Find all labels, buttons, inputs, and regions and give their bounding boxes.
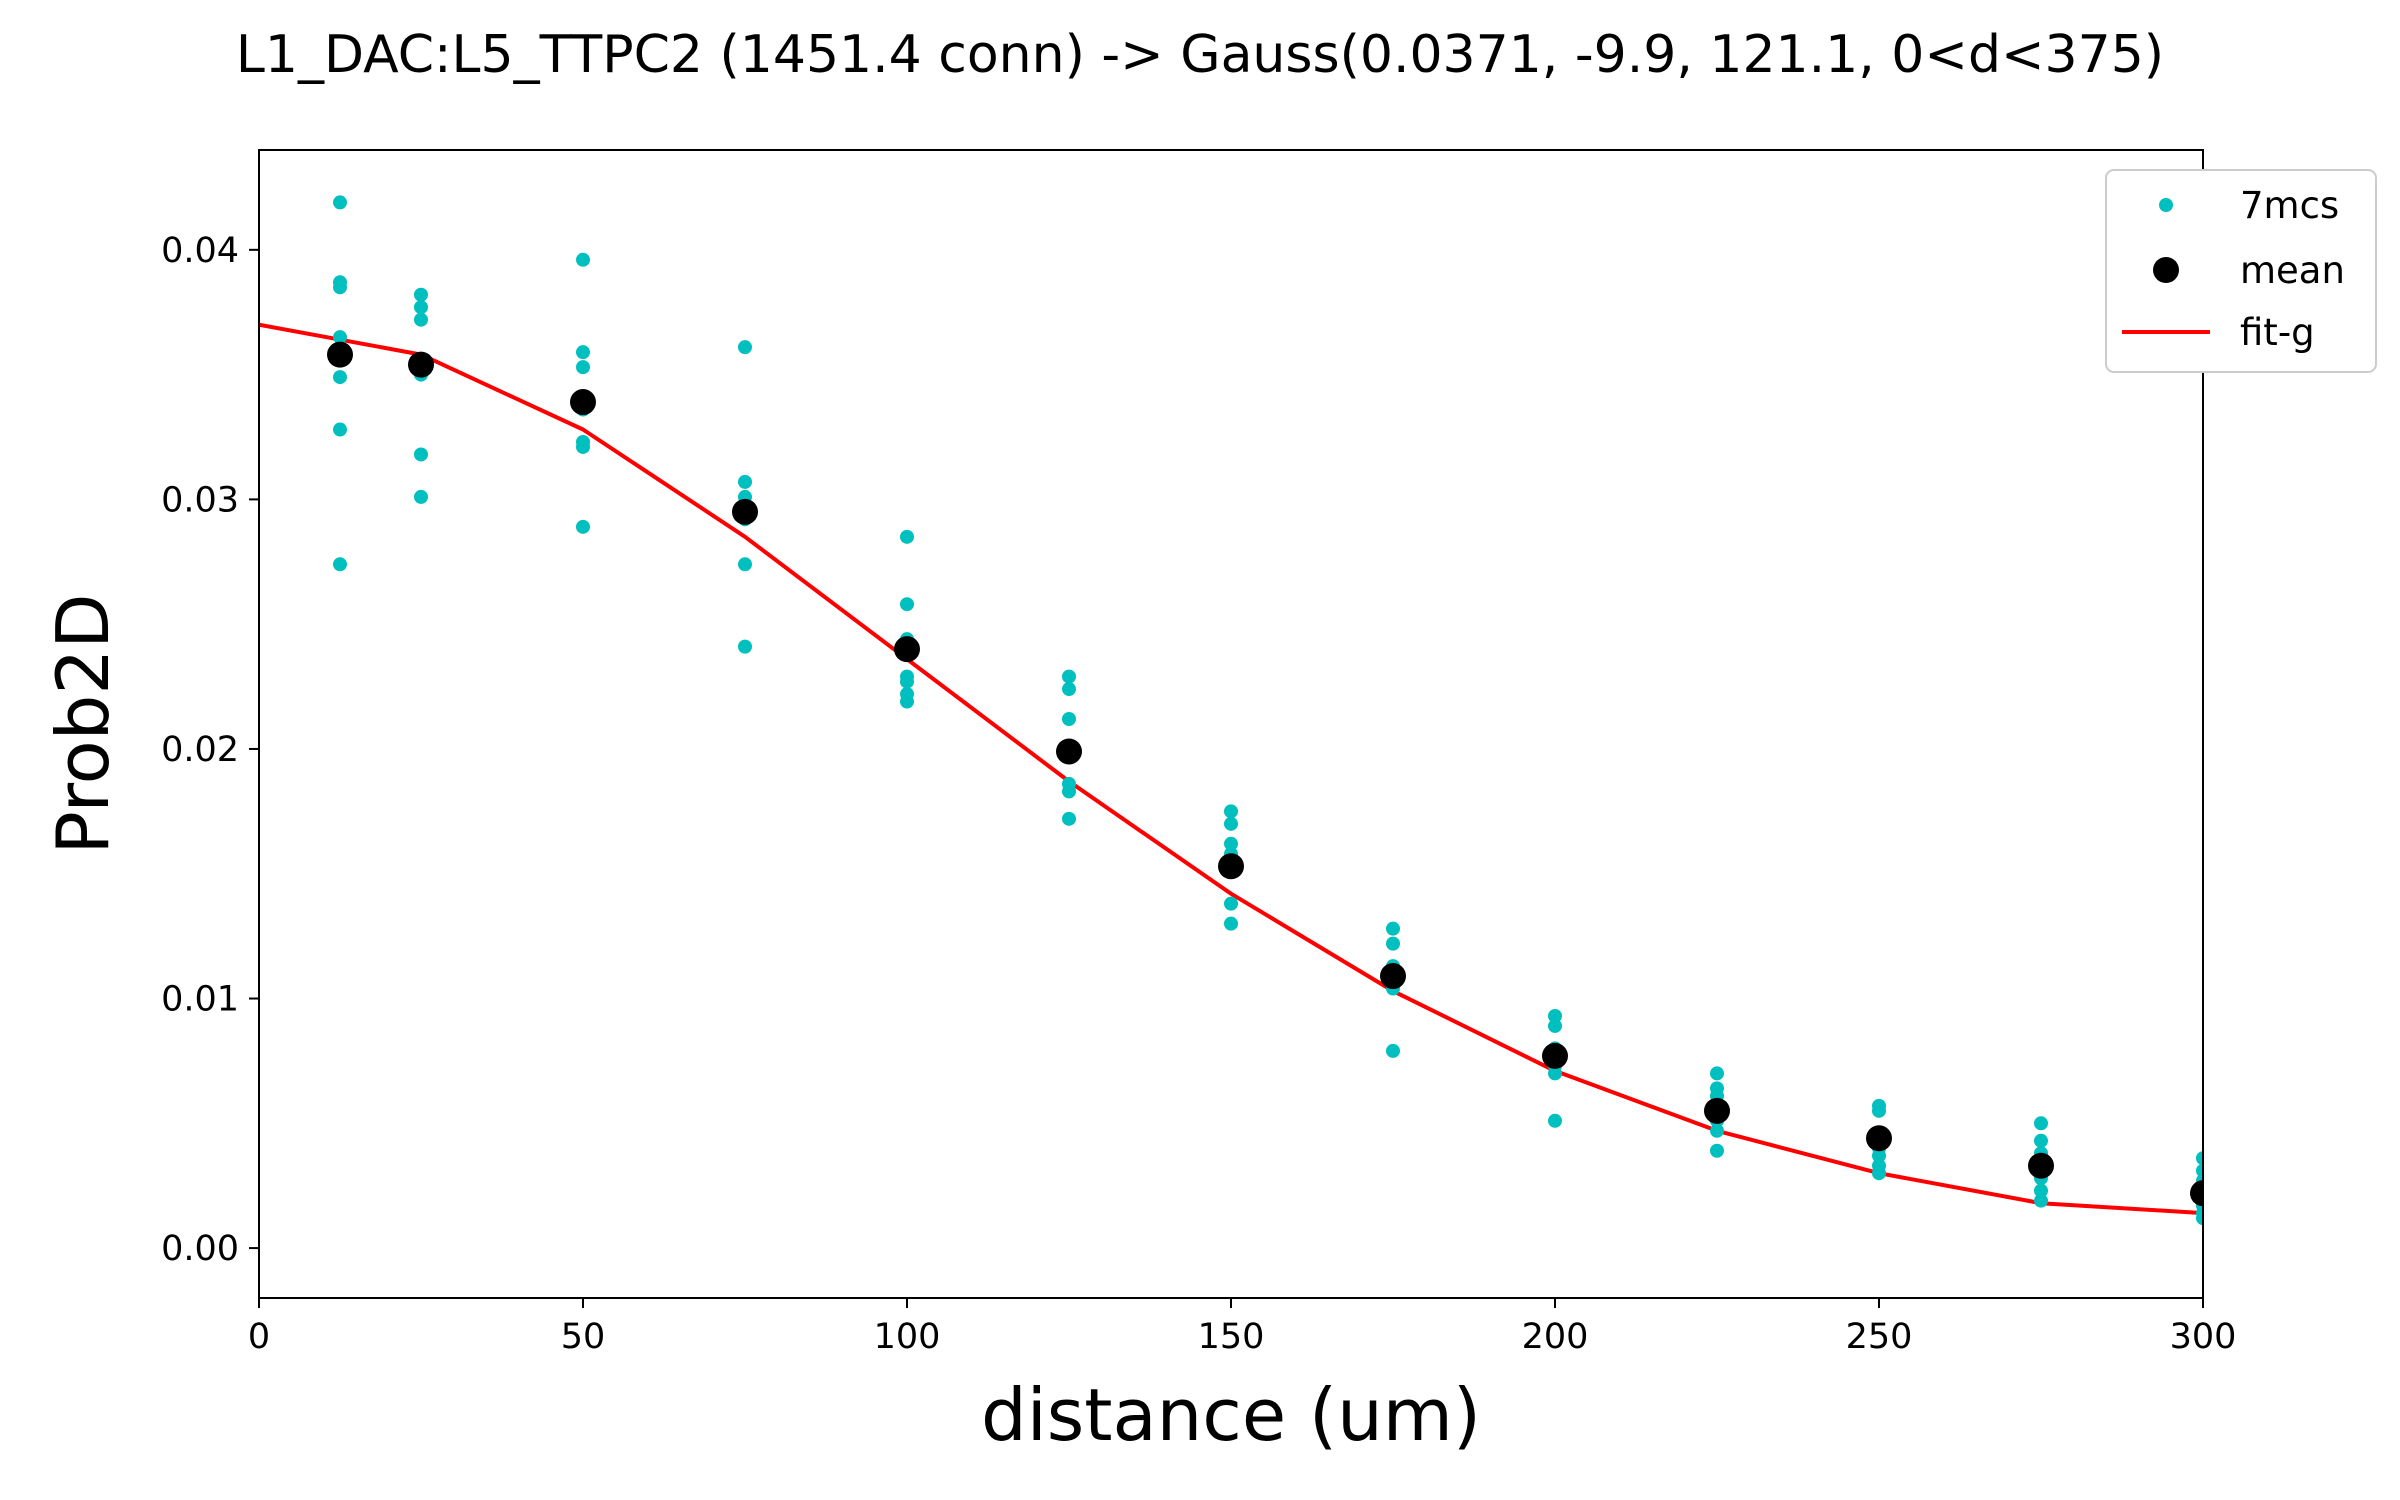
sample-point xyxy=(333,195,347,210)
sample-point xyxy=(1224,804,1238,819)
mean-point xyxy=(732,498,758,525)
sample-point xyxy=(1062,682,1076,697)
sample-point xyxy=(2034,1116,2048,1131)
sample-point xyxy=(576,439,590,454)
y-axis-label: Prob2D xyxy=(41,593,125,854)
legend-mean-marker xyxy=(2153,257,2179,283)
mean-point xyxy=(1704,1097,1730,1124)
sample-point xyxy=(1062,669,1076,684)
sample-point xyxy=(1062,811,1076,826)
sample-point xyxy=(2034,1183,2048,1198)
sample-point xyxy=(1386,921,1400,936)
sample-point xyxy=(738,557,752,572)
x-tick-label: 100 xyxy=(874,1317,941,1357)
mean-point xyxy=(1056,738,1082,765)
x-tick-label: 0 xyxy=(248,1317,270,1357)
sample-point xyxy=(1548,1018,1562,1033)
legend-box xyxy=(2105,169,2377,373)
sample-point xyxy=(1548,1008,1562,1023)
mean-point xyxy=(570,389,596,416)
sample-point xyxy=(2034,1193,2048,1208)
sample-point xyxy=(2034,1133,2048,1148)
sample-point xyxy=(414,287,428,302)
sample-point xyxy=(576,360,590,375)
mean-point xyxy=(894,636,920,663)
x-axis-label: distance (um) xyxy=(981,1373,1481,1457)
chart-marks xyxy=(259,195,2203,1226)
legend-7mcs-marker xyxy=(2159,198,2173,212)
axis-ticks: 0 50 100 150 200 250 300 0.00 0.01 0.02 0.03 0.04 xyxy=(161,231,2236,1357)
sample-point xyxy=(1062,712,1076,727)
sample-point xyxy=(1062,784,1076,799)
mean-point xyxy=(1380,963,1406,990)
sample-point xyxy=(1386,1043,1400,1058)
sample-point xyxy=(1548,1113,1562,1128)
sample-point xyxy=(2196,1151,2203,1166)
sample-point xyxy=(576,519,590,534)
mean-point xyxy=(1218,853,1244,880)
mean-point xyxy=(2028,1152,2054,1179)
mean-point xyxy=(2190,1180,2203,1207)
sample-point xyxy=(414,312,428,327)
sample-point xyxy=(333,370,347,385)
mean-point xyxy=(327,341,353,368)
sample-point xyxy=(1710,1143,1724,1158)
mean-point xyxy=(408,351,434,378)
y-tick-label: 0.01 xyxy=(161,980,239,1020)
sample-point xyxy=(1548,1066,1562,1081)
fit-g-line xyxy=(259,322,2203,1216)
mean-point xyxy=(1866,1125,1892,1152)
sample-point xyxy=(333,280,347,295)
sample-point xyxy=(1872,1103,1886,1118)
x-tick-label: 150 xyxy=(1198,1317,1265,1357)
sample-point xyxy=(738,474,752,489)
sample-point xyxy=(900,597,914,612)
legend-label-7mcs: 7mcs xyxy=(2240,184,2339,227)
sample-point xyxy=(1872,1148,1886,1163)
legend-label-fit-g: fit-g xyxy=(2240,311,2315,354)
x-tick-label: 250 xyxy=(1846,1317,1913,1357)
sample-point xyxy=(576,252,590,267)
sample-point xyxy=(414,447,428,462)
sample-point xyxy=(900,674,914,689)
sample-point xyxy=(900,529,914,544)
sample-point xyxy=(1224,836,1238,851)
sample-point xyxy=(414,300,428,315)
sample-point xyxy=(1710,1066,1724,1081)
sample-point xyxy=(738,639,752,654)
mean-point xyxy=(1542,1042,1568,1069)
sample-point xyxy=(900,694,914,709)
sample-point xyxy=(1872,1166,1886,1181)
y-tick-label: 0.04 xyxy=(161,231,239,271)
chart-title: L1_DAC:L5_TTPC2 (1451.4 conn) -> Gauss(0… xyxy=(236,25,2164,85)
sample-point xyxy=(333,557,347,572)
legend-label-mean: mean xyxy=(2240,249,2345,292)
sample-point xyxy=(333,422,347,437)
legend: 7mcs mean fit-g xyxy=(2105,169,2377,373)
x-tick-label: 200 xyxy=(1522,1317,1589,1357)
sample-point xyxy=(1386,936,1400,951)
x-tick-label: 300 xyxy=(2170,1317,2237,1357)
sample-point xyxy=(738,340,752,355)
y-tick-label: 0.03 xyxy=(161,480,239,520)
plot-frame xyxy=(258,149,2204,1299)
sample-point xyxy=(576,345,590,360)
sample-point xyxy=(1710,1123,1724,1138)
sample-point xyxy=(2196,1211,2203,1226)
sample-point xyxy=(414,489,428,504)
x-tick-label: 50 xyxy=(561,1317,606,1357)
sample-point xyxy=(333,330,347,345)
sample-point xyxy=(1224,896,1238,911)
y-tick-label: 0.02 xyxy=(161,730,239,770)
sample-point xyxy=(1224,816,1238,831)
sample-point xyxy=(1224,916,1238,931)
y-tick-label: 0.00 xyxy=(161,1229,239,1269)
